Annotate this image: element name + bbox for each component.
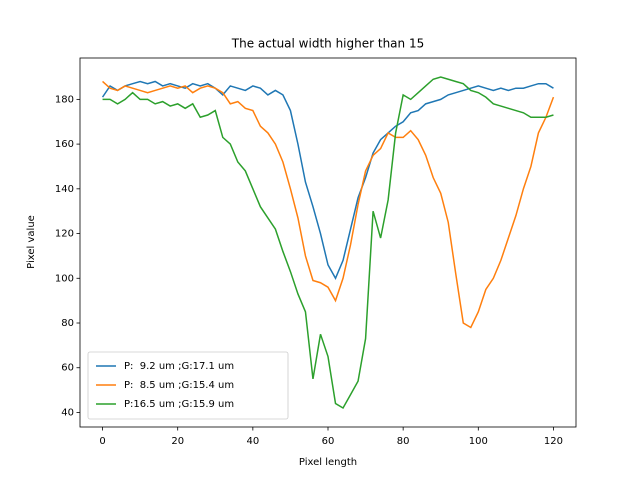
x-tick-label: 20 bbox=[171, 436, 184, 447]
legend-label: P: 8.5 um ;G:15.4 um bbox=[124, 380, 234, 391]
y-tick-label: 40 bbox=[61, 407, 74, 418]
x-tick-label: 100 bbox=[469, 436, 488, 447]
legend-label: P: 9.2 um ;G:17.1 um bbox=[124, 361, 234, 372]
line-series bbox=[101, 80, 554, 280]
line-series bbox=[102, 76, 554, 410]
y-tick-label: 120 bbox=[55, 229, 74, 240]
legend-label: P:16.5 um ;G:15.9 um bbox=[124, 399, 234, 410]
y-tick-label: 160 bbox=[55, 139, 74, 150]
x-tick-label: 40 bbox=[246, 436, 259, 447]
y-tick-label: 100 bbox=[55, 273, 74, 284]
x-tick-label: 80 bbox=[397, 436, 410, 447]
chart-title: The actual width higher than 15 bbox=[231, 37, 424, 51]
legend: P: 9.2 um ;G:17.1 um P: 8.5 um ;G:15.4 um… bbox=[87, 351, 289, 420]
legend-box bbox=[87, 351, 289, 420]
line-series bbox=[102, 80, 555, 329]
y-tick-label: 80 bbox=[61, 318, 74, 329]
x-axis-label: Pixel length bbox=[299, 457, 357, 468]
x-tick-label: 60 bbox=[322, 436, 335, 447]
x-tick-label: 0 bbox=[99, 436, 105, 447]
y-tick-label: 60 bbox=[61, 363, 74, 374]
plot-frame bbox=[79, 57, 577, 428]
y-tick-label: 180 bbox=[55, 94, 74, 105]
y-tick-label: 140 bbox=[55, 184, 74, 195]
x-tick-label: 120 bbox=[544, 436, 563, 447]
y-axis-label: Pixel value bbox=[26, 215, 37, 269]
